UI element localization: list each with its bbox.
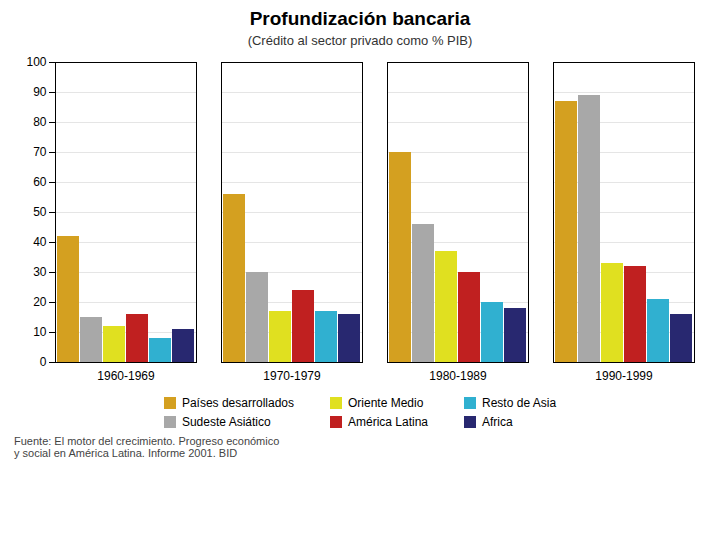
svg-text:70: 70	[33, 145, 47, 159]
svg-text:40: 40	[33, 235, 47, 249]
html-text:Oriente Medio: Oriente Medio	[348, 396, 424, 410]
svg-text:20: 20	[33, 295, 47, 309]
svg-text:100: 100	[26, 55, 46, 69]
svg-text:1970-1979: 1970-1979	[263, 369, 321, 383]
html-text:Sudeste Asiático: Sudeste Asiático	[181, 415, 271, 429]
svg-text:30: 30	[33, 265, 47, 279]
svg-text:50: 50	[33, 205, 47, 219]
html-text:Países desarrollados: Países desarrollados	[181, 396, 294, 410]
svg-text:80: 80	[33, 115, 47, 129]
svg-text:1980-1989: 1980-1989	[429, 369, 487, 383]
svg-text:1990-1999: 1990-1999	[595, 369, 653, 383]
svg-text:60: 60	[33, 175, 47, 189]
html-text:Fuente: El motor del crecimien: Fuente: El motor del crecimiento. Progre…	[14, 435, 280, 459]
svg-text:10: 10	[33, 325, 47, 339]
html-text:Profundización bancaria: Profundización bancaria	[249, 8, 471, 29]
svg-text:1960-1969: 1960-1969	[97, 369, 155, 383]
svg-text:0: 0	[40, 355, 47, 369]
html-text:Resto de Asia: Resto de Asia	[482, 396, 557, 410]
html-text:Africa: Africa	[482, 415, 513, 429]
svg-text:90: 90	[33, 85, 47, 99]
html-text:(Crédito al sector privado com: (Crédito al sector privado como % PIB)	[247, 33, 473, 48]
html-text:América Latina: América Latina	[348, 415, 428, 429]
